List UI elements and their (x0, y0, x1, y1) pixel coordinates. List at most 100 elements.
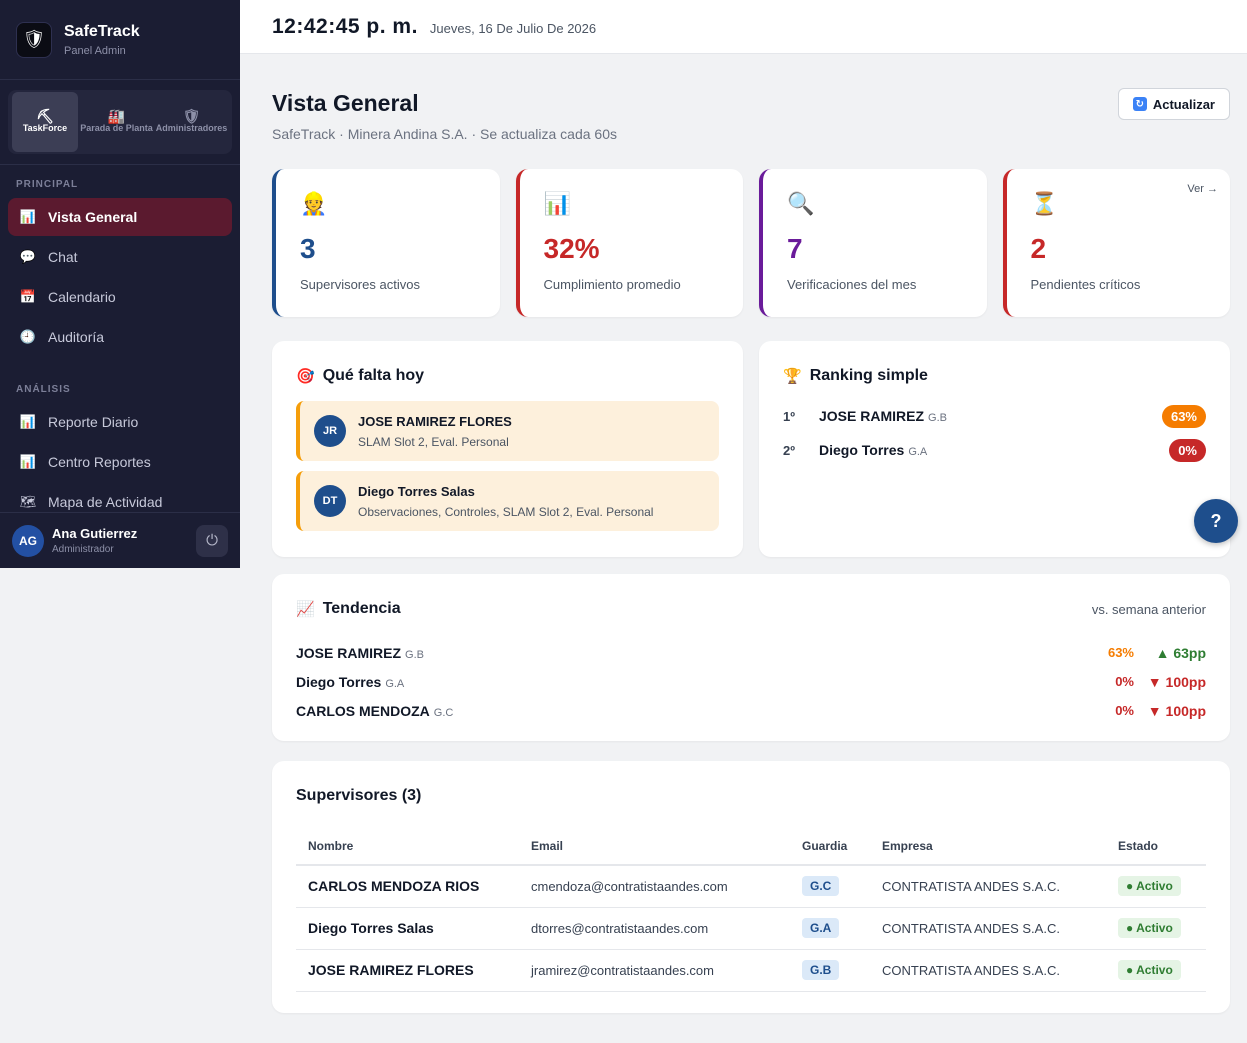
nav-label: Auditoría (48, 329, 105, 345)
nav-item-calendario[interactable]: 📅 Calendario (8, 278, 232, 316)
rank-position: 1º (783, 408, 795, 424)
pending-name: Diego Torres Salas (358, 483, 475, 499)
section-title-analisis: ANÁLISIS (16, 384, 71, 395)
guard-tag: G.A (908, 446, 928, 458)
nav-label: Reporte Diario (48, 414, 139, 430)
supervisor-company: CONTRATISTA ANDES S.A.C. (870, 949, 1106, 992)
module-taskforce[interactable]: ⛏ TaskForce (12, 92, 78, 152)
trend-name-text: CARLOS MENDOZA (296, 702, 430, 719)
trend-name: JOSE RAMIREZ G.B (296, 645, 424, 661)
comparison-note: vs. semana anterior (1091, 602, 1206, 617)
rank-name: JOSE RAMIREZ G.B (819, 408, 947, 424)
chart-icon: 📊 (19, 209, 37, 224)
card-title: 📈 Tendencia (296, 600, 1206, 618)
power-icon: ⏻ (206, 532, 218, 549)
kpi-card-supervisores: 👷 3 Supervisores activos (272, 169, 500, 317)
shield-robot-icon: 🛡 (16, 21, 52, 58)
nav-item-reporte-diario[interactable]: 📊 Reporte Diario (8, 403, 232, 441)
trend-list: JOSE RAMIREZ G.B 63% ▲ 63pp Diego Torres G… (296, 638, 1206, 725)
target-icon: 🎯 (296, 368, 315, 385)
help-button[interactable]: ? (1194, 499, 1238, 543)
brand: 🛡 SafeTrack Panel Admin (0, 0, 240, 80)
que-falta-hoy-card: 🎯 Qué falta hoy JR JOSE RAMIREZ FLORES S… (272, 341, 743, 557)
logout-button[interactable]: ⏻ (196, 524, 228, 557)
table-row[interactable]: Diego Torres Salas dtorres@contratistaan… (296, 907, 1206, 950)
refresh-button[interactable]: ↻ Actualizar (1117, 88, 1230, 120)
nav-item-auditoria[interactable]: 🕘 Auditoría (8, 318, 232, 356)
trend-delta: ▲ 63pp (1155, 644, 1206, 661)
user-role: Administrador (52, 544, 114, 555)
card-title: Supervisores (3) (296, 787, 422, 804)
status-badge: ● Activo (1118, 876, 1181, 897)
divider (0, 164, 240, 165)
supervisor-email: jramirez@contratistaandes.com (519, 949, 790, 992)
guard-tag: G.B (405, 648, 424, 661)
user-name: Ana Gutierrez (52, 526, 138, 541)
page-subtitle: SafeTrack · Minera Andina S.A. · Se actu… (272, 126, 617, 142)
module-label: Administradores (155, 123, 228, 133)
card-title-text: Tendencia (322, 600, 401, 617)
guard-tag: G.A (385, 677, 405, 690)
nav-item-vista-general[interactable]: 📊 Vista General (8, 198, 232, 236)
pending-item[interactable]: DT Diego Torres Salas Observaciones, Con… (296, 471, 719, 531)
table-header-row: Nombre Email Guardia Empresa Estado (296, 827, 1206, 866)
nav-item-mapa-de-actividad[interactable]: 🗺 Mapa de Actividad (8, 483, 232, 521)
kpi-value: 2 (1030, 233, 1047, 264)
trend-row: JOSE RAMIREZ G.B 63% ▲ 63pp (296, 638, 1206, 667)
nav-item-centro-reportes[interactable]: 📊 Centro Reportes (8, 443, 232, 481)
nav-label: Mapa de Actividad (48, 494, 163, 510)
supervisor-email: dtorres@contratistaandes.com (519, 907, 790, 950)
module-label: TaskForce (22, 123, 68, 133)
pending-desc: SLAM Slot 2, Eval. Personal (358, 434, 509, 449)
guard-tag: G.B (928, 412, 947, 424)
nav-item-chat[interactable]: 💬 Chat (8, 238, 232, 276)
card-title-text: Ranking simple (809, 367, 928, 384)
refresh-icon: ↻ (1132, 97, 1147, 111)
avatar: JR (314, 415, 346, 447)
main-content: Vista General SafeTrack · Minera Andina … (272, 54, 1238, 1013)
worker-icon: 👷 (300, 191, 328, 216)
page-title: Vista General (272, 90, 419, 116)
ranking-row: 1º JOSE RAMIREZ G.B 63% (783, 399, 1206, 433)
brand-subtitle: Panel Admin (64, 44, 126, 57)
supervisor-company: CONTRATISTA ANDES S.A.C. (870, 865, 1106, 908)
module-parada-de-planta[interactable]: 🏭 Parada de Planta (80, 92, 153, 152)
nav-label: Centro Reportes (48, 454, 151, 470)
status-cell: ● Activo (1106, 949, 1206, 992)
nav-label: Vista General (48, 209, 138, 225)
pending-desc: Observaciones, Controles, SLAM Slot 2, E… (358, 504, 654, 519)
avatar: AG (12, 524, 44, 557)
kpi-card-verificaciones: 🔍 7 Verificaciones del mes (759, 169, 987, 317)
supervisores-table: Nombre Email Guardia Empresa Estado CARL… (296, 827, 1206, 992)
status-badge: ● Activo (1118, 960, 1181, 980)
refresh-label: Actualizar (1152, 96, 1215, 112)
column-header: Guardia (790, 827, 870, 866)
pending-item[interactable]: JR JOSE RAMIREZ FLORES SLAM Slot 2, Eval… (296, 401, 719, 461)
status-cell: ● Activo (1106, 865, 1206, 908)
kpi-label: Verificaciones del mes (787, 277, 917, 292)
clock-icon: 🕘 (19, 329, 37, 344)
tendencia-card: 📈 Tendencia vs. semana anterior JOSE RAM… (272, 574, 1230, 741)
nav-label: Chat (48, 249, 78, 265)
ver-link[interactable]: Ver → (1187, 183, 1218, 195)
status-badge: ● Activo (1118, 918, 1181, 938)
card-title: 🏆 Ranking simple (783, 367, 1206, 385)
supervisor-email: cmendoza@contratistaandes.com (519, 865, 790, 908)
kpi-value: 32% (543, 233, 600, 264)
table-row[interactable]: JOSE RAMIREZ FLORES jramirez@contratista… (296, 949, 1206, 992)
supervisor-name: CARLOS MENDOZA RIOS (296, 865, 519, 908)
chart-icon: 📊 (19, 414, 37, 429)
module-label: Parada de Planta (80, 123, 153, 133)
bar-chart-icon: 📊 (543, 191, 571, 216)
table-row[interactable]: CARLOS MENDOZA RIOS cmendoza@contratista… (296, 865, 1206, 908)
calendar-icon: 📅 (19, 289, 37, 304)
brand-name: SafeTrack (64, 22, 140, 40)
module-administradores[interactable]: 🛡 Administradores (155, 92, 228, 152)
magnifier-icon: 🔍 (787, 191, 815, 216)
status-cell: ● Activo (1106, 907, 1206, 950)
trend-name: CARLOS MENDOZA G.C (296, 703, 453, 719)
kpi-label: Cumplimiento promedio (543, 277, 681, 292)
trend-percent: 0% (1115, 674, 1134, 689)
trophy-icon: 🏆 (783, 368, 802, 385)
nav-label: Calendario (48, 289, 116, 305)
